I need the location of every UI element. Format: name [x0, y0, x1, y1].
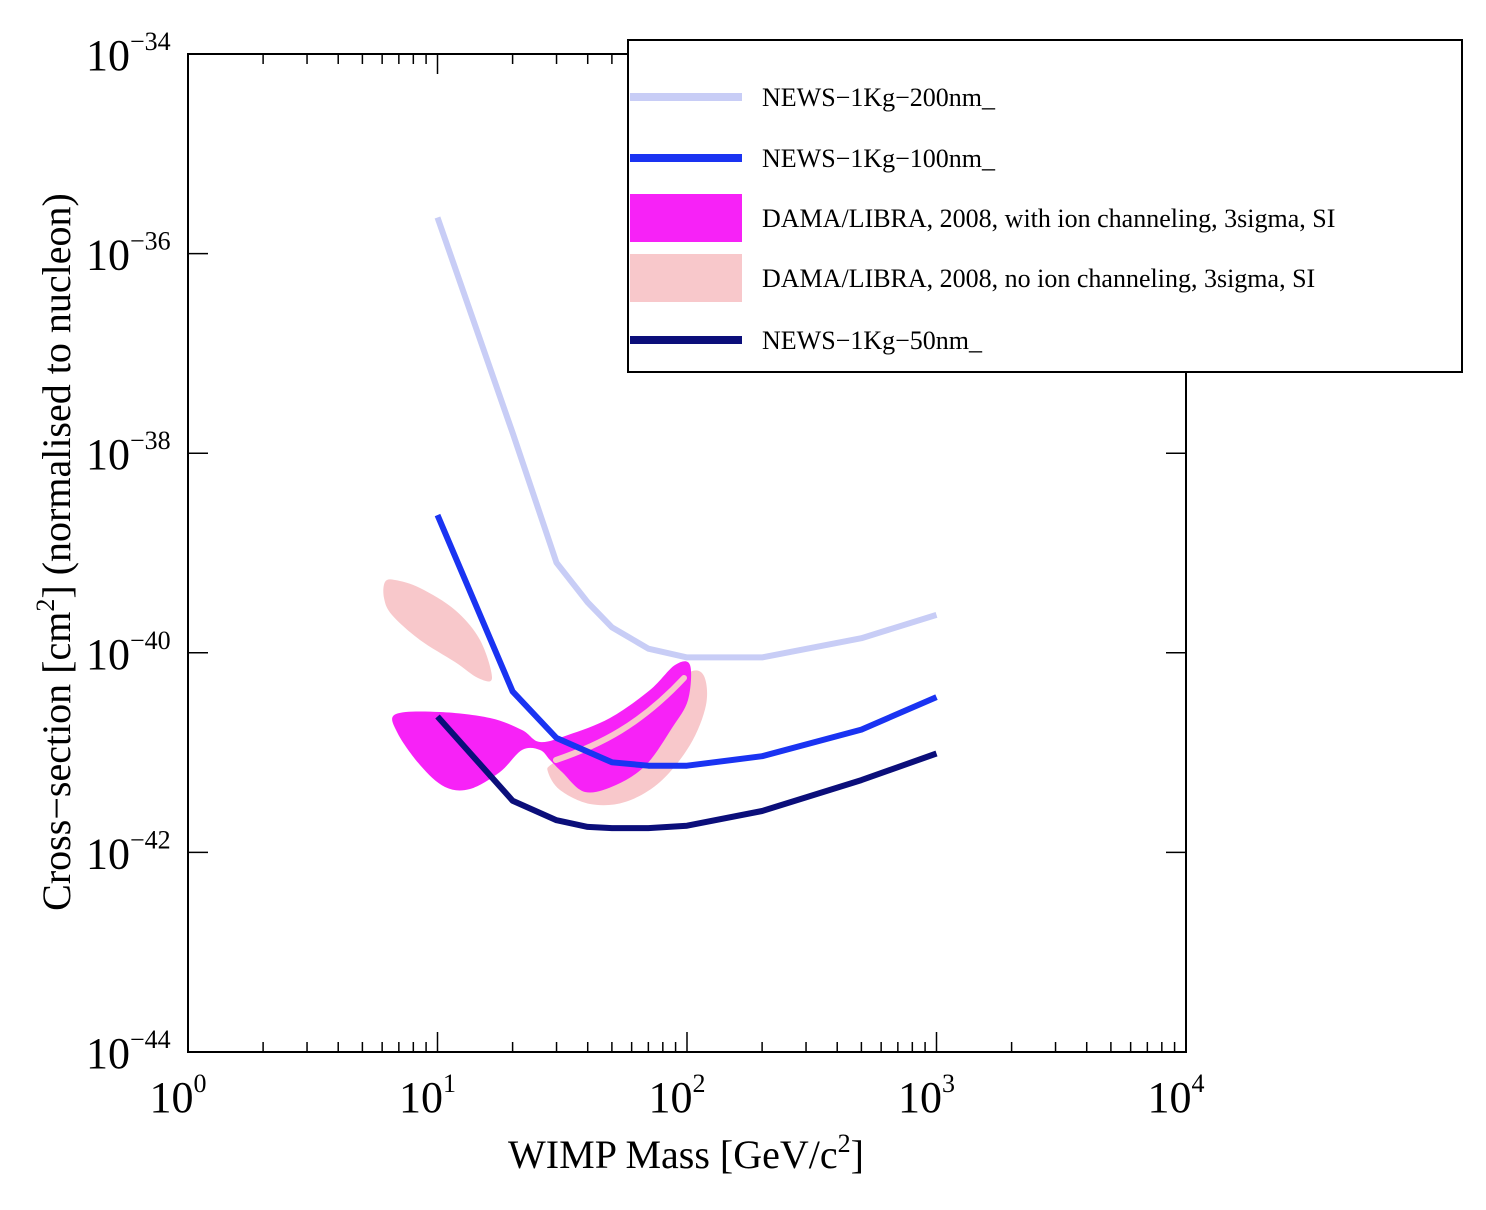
legend-label: NEWS−1Kg−200nm_ — [762, 83, 996, 112]
series-line — [435, 714, 938, 832]
x-axis-label-tail: ] — [851, 1132, 864, 1177]
legend-swatch-region — [630, 194, 742, 242]
y-tick-label: 10−36 — [86, 227, 171, 280]
legend-label: NEWS−1Kg−50nm_ — [762, 326, 983, 355]
series-line — [434, 216, 938, 661]
exclusion-curves — [434, 216, 938, 832]
legend-label: DAMA/LIBRA, 2008, with ion channeling, 3… — [762, 204, 1335, 233]
region-overlap-stripe — [553, 675, 687, 763]
x-axis-label-sup: 2 — [838, 1129, 851, 1158]
x-axis-label: WIMP Mass [GeV/c2] — [508, 1129, 864, 1177]
legend-label: DAMA/LIBRA, 2008, no ion channeling, 3si… — [762, 264, 1315, 293]
x-tick-label: 100 — [150, 1069, 207, 1122]
dama-regions — [383, 579, 708, 806]
y-tick-label: 10−44 — [86, 1025, 171, 1078]
x-tick-label: 103 — [898, 1069, 955, 1122]
y-tick-label: 10−34 — [86, 27, 171, 80]
y-axis-label-tail: ] (normalised to nucleon) — [34, 193, 79, 598]
region-no-channeling-low-mass — [383, 579, 493, 682]
legend-label: NEWS−1Kg−100nm_ — [762, 144, 996, 173]
x-tick-label: 102 — [649, 1069, 706, 1122]
y-tick-label: 10−40 — [86, 626, 171, 679]
y-tick-label: 10−38 — [86, 426, 171, 479]
legend-box — [627, 39, 1463, 373]
legend-swatch-region — [630, 254, 742, 302]
x-axis-label-main: WIMP Mass [GeV/c — [508, 1132, 838, 1177]
x-tick-label: 101 — [399, 1069, 456, 1122]
legend: NEWS−1Kg−200nm_ NEWS−1Kg−100nm_ DAMA/LIBRA… — [627, 39, 1463, 373]
series-line — [434, 513, 938, 769]
y-axis-label: Cross−section [cm2] (normalised to nucle… — [31, 193, 79, 911]
y-axis-label-main: Cross−section [cm — [34, 612, 79, 911]
x-tick-label: 104 — [1148, 1069, 1205, 1122]
y-axis-label-sup: 2 — [31, 599, 60, 612]
tick-labels: 100 101 102 103 104 10−44 10−42 10−40 10−38 10−36… — [86, 27, 1205, 1122]
y-tick-label: 10−42 — [86, 825, 171, 878]
